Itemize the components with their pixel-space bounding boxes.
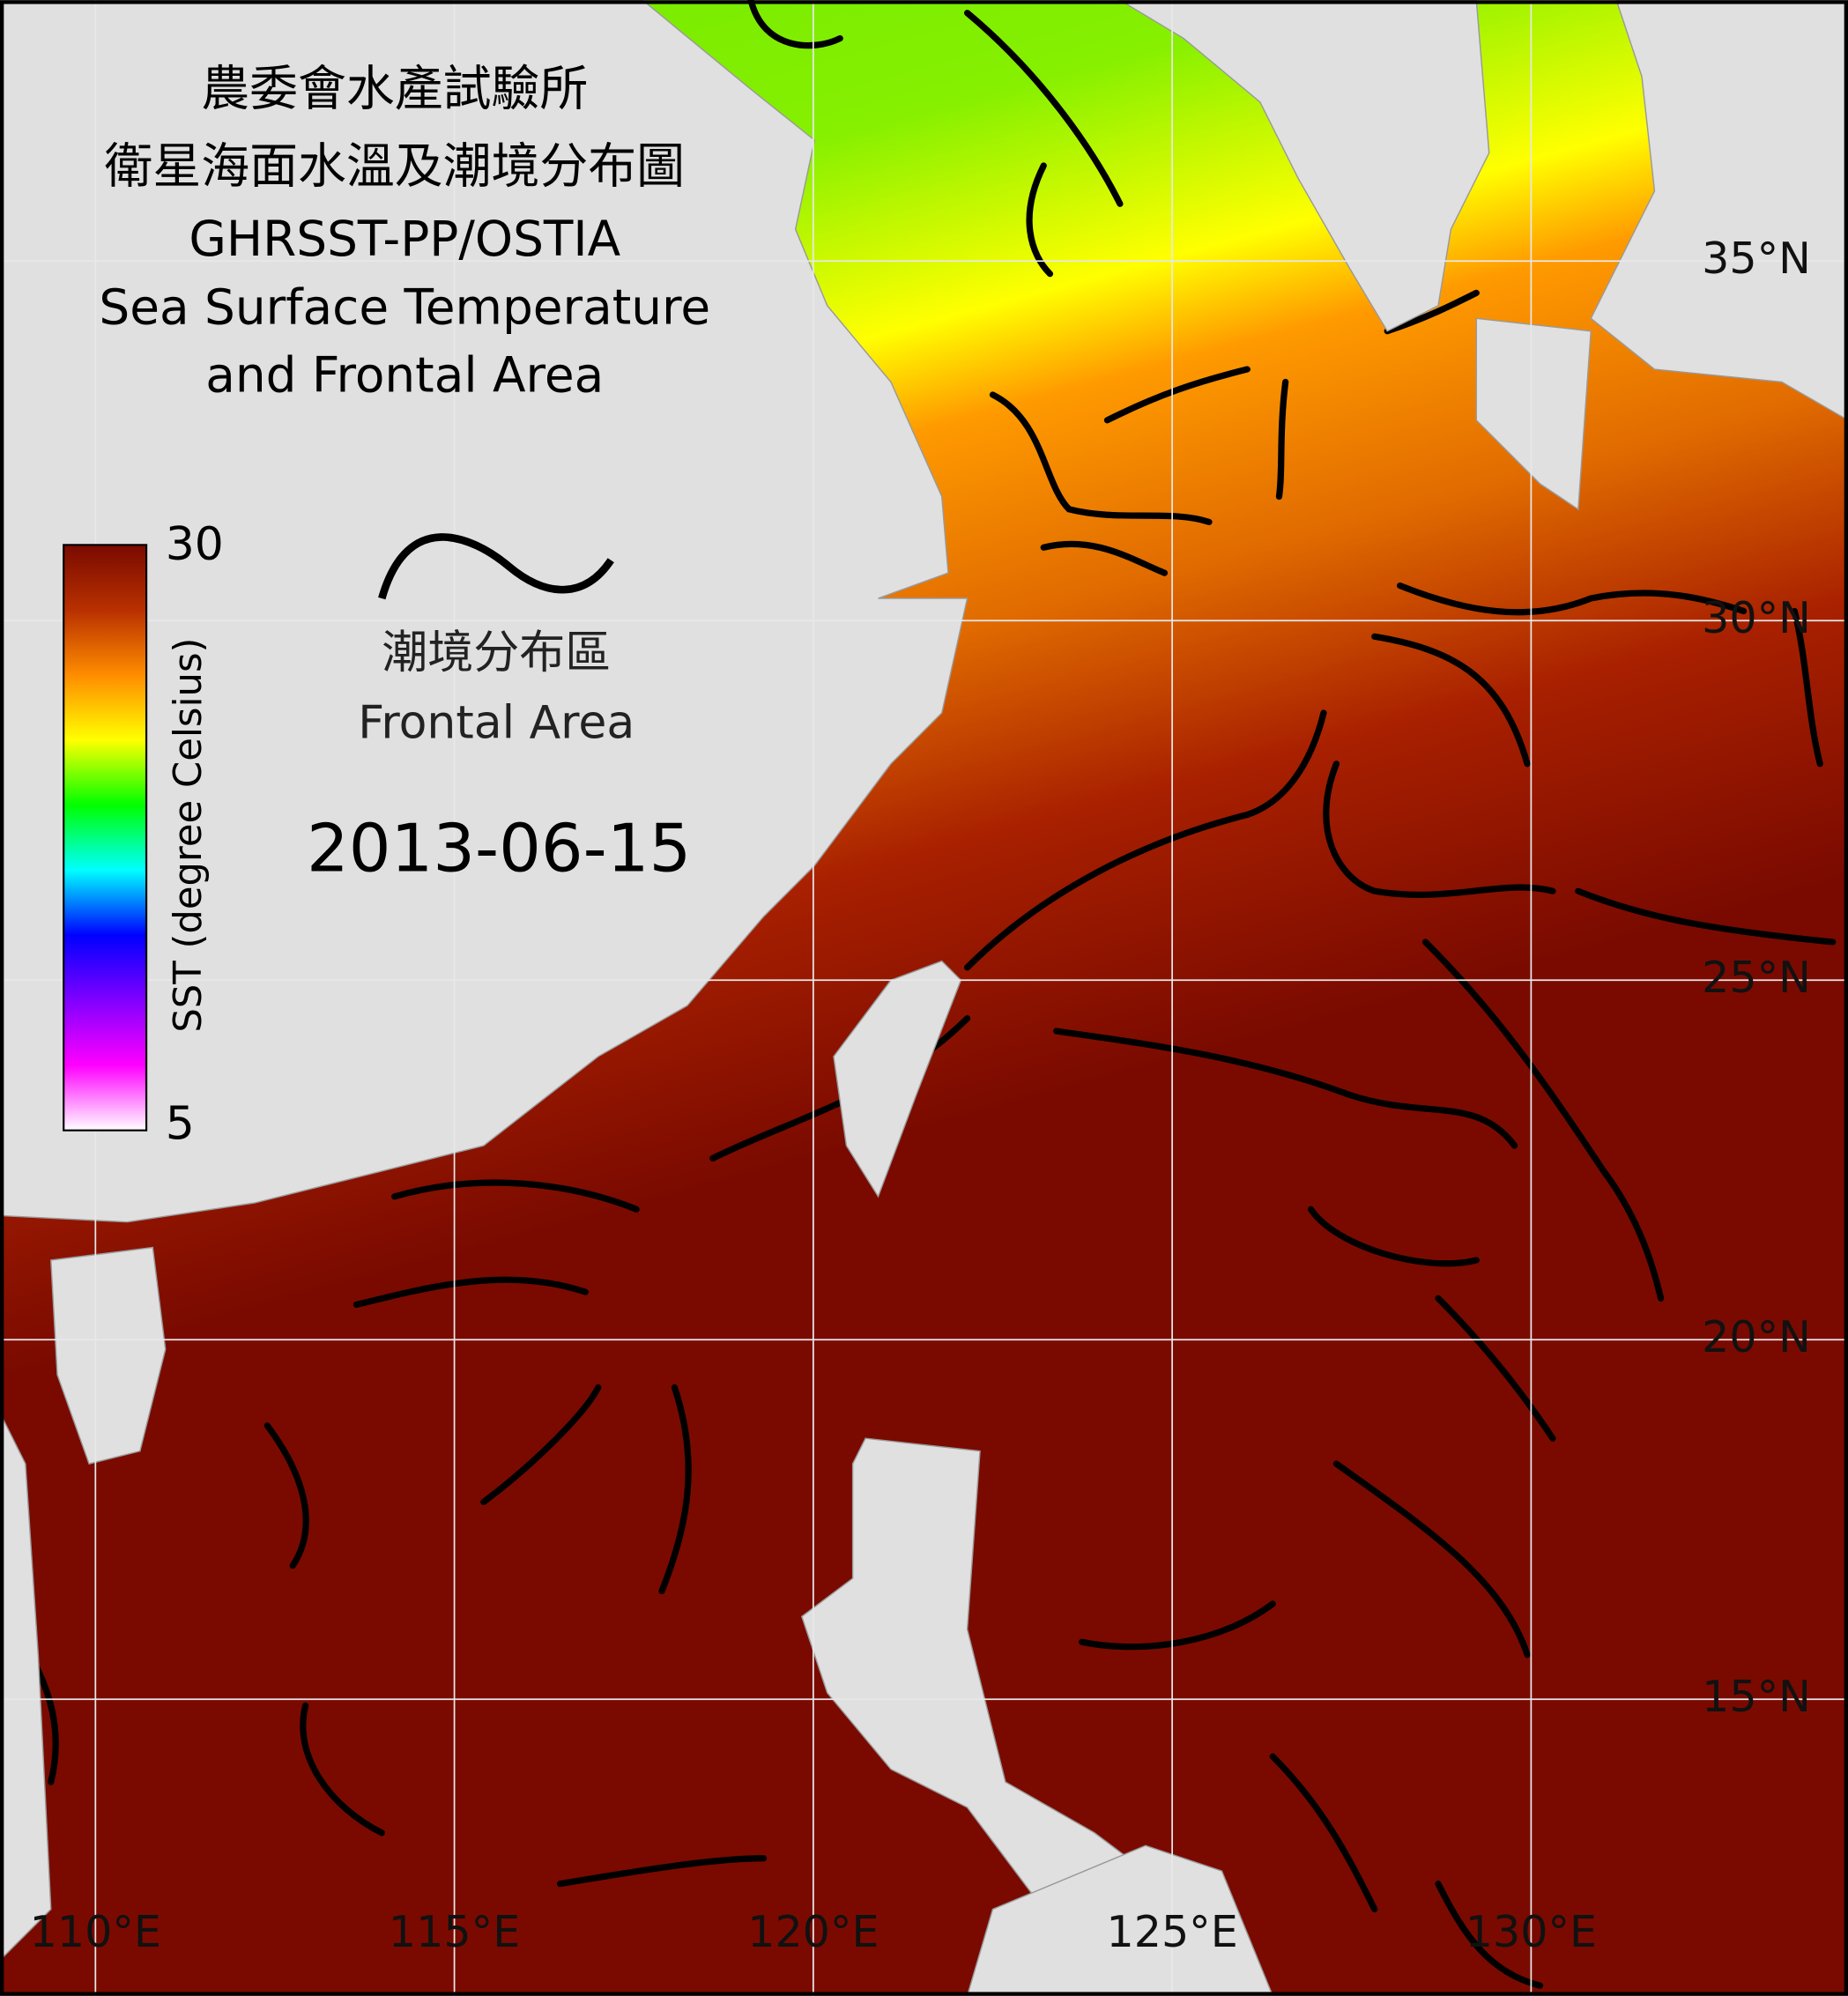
title-line: Sea Surface Temperature — [99, 279, 710, 336]
legend-label: 潮境分布區 — [382, 627, 611, 679]
longitude-label: 110°E — [30, 1906, 161, 1957]
legend-symbol — [378, 533, 614, 600]
colorbar-label: SST (degree Celsius) — [167, 638, 211, 1033]
latitude-label: 15°N — [1702, 1671, 1811, 1722]
longitude-label: 120°E — [747, 1906, 879, 1957]
fronts — [9, 0, 1837, 1989]
title-line: 農委會水產試驗所 — [201, 60, 588, 116]
latitude-label: 30°N — [1702, 592, 1811, 643]
latitude-label: 35°N — [1702, 233, 1811, 284]
title-line: 衛星海面水溫及潮境分布圖 — [104, 137, 685, 194]
graticule-labels: 35°N 30°N 25°N 20°N 15°N 110°E 115°E 120°E 125°E… — [30, 233, 1811, 1957]
date: 2013-06-15 — [307, 809, 691, 887]
longitude-label: 130°E — [1466, 1906, 1597, 1957]
title-line: GHRSST-PP/OSTIA — [189, 211, 620, 267]
title-line: and Frontal Area — [205, 346, 604, 403]
legend-label: Frontal Area — [358, 696, 635, 749]
colorbar-max: 30 — [166, 518, 224, 571]
longitude-label: 115°E — [389, 1906, 520, 1957]
latitude-label: 20°N — [1702, 1311, 1811, 1362]
title: 農委會水產試驗所 衛星海面水溫及潮境分布圖 GHRSST-PP/OSTIA Se… — [99, 60, 710, 403]
longitude-label: 125°E — [1106, 1906, 1237, 1957]
colorbar-min: 5 — [166, 1097, 195, 1150]
colorbar — [63, 544, 148, 1132]
latitude-label: 25°N — [1702, 952, 1811, 1003]
